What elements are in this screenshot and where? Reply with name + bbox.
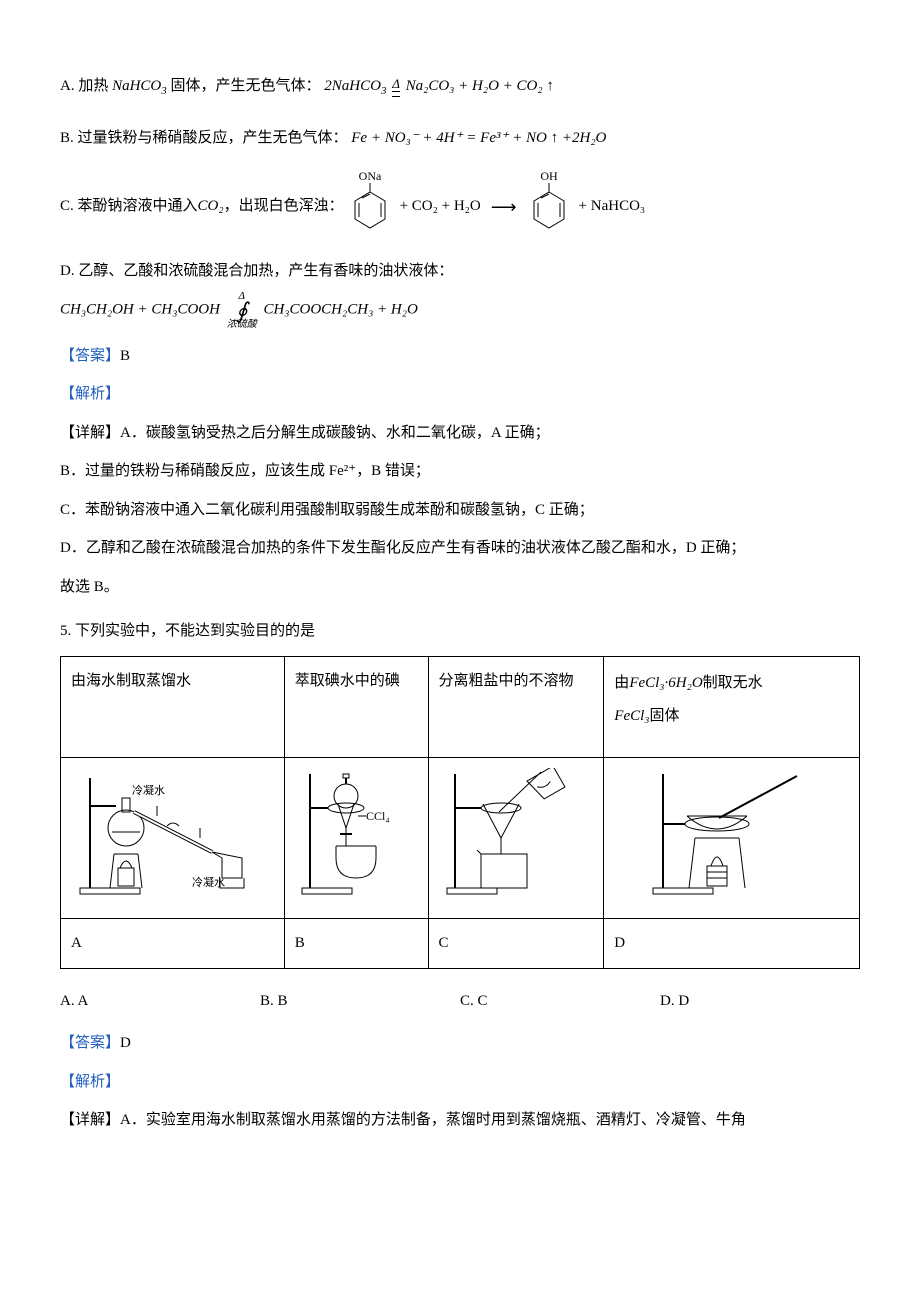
- header-cell-2: 萃取碘水中的碘: [284, 656, 428, 757]
- option-b-eq: Fe + NO₃⁻ + 4H⁺ = Fe³⁺ + NO ↑ +2H₂O: [351, 130, 606, 146]
- option-a-reagent: NaHCO3: [112, 78, 167, 94]
- table-image-row: 冷凝水 冷凝水 CCl₄: [61, 757, 860, 919]
- option-5-c: C. C: [460, 987, 660, 1016]
- filtration-icon: [441, 768, 591, 898]
- answer-value-2: D: [120, 1035, 131, 1051]
- answer-block-2: 【答案】D: [60, 1029, 860, 1058]
- evaporation-icon: [647, 768, 817, 898]
- option-a: A. 加热 NaHCO3 固体，产生无色气体： 2NaHCO3 Δ Na₂CO₃…: [60, 72, 860, 102]
- apparatus-distillation: 冷凝水 冷凝水: [61, 757, 285, 919]
- distillation-icon: 冷凝水 冷凝水: [72, 768, 272, 898]
- detail-1-b: B．过量的铁粉与稀硝酸反应，应该生成 Fe²⁺，B 错误；: [60, 457, 860, 486]
- apparatus-evaporation: [604, 757, 860, 919]
- svg-text:冷凝水: 冷凝水: [132, 783, 165, 797]
- detail-1-d: D．乙醇和乙酸在浓硫酸混合加热的条件下发生酯化反应产生有香味的油状液体乙酸乙酯和…: [60, 534, 860, 563]
- apparatus-extraction: CCl₄: [284, 757, 428, 919]
- detail-1-a: 【详解】A．碳酸氢钠受热之后分解生成碳酸钠、水和二氧化碳，A 正确；: [60, 419, 860, 448]
- arrow-icon: ⟶: [491, 190, 517, 224]
- label-cell-a: A: [61, 919, 285, 969]
- option-c-co2: CO₂: [198, 192, 224, 221]
- answer-label: 【答案】: [60, 348, 120, 364]
- table-label-row: A B C D: [61, 919, 860, 969]
- option-c-text2: ，出现白色浑浊：: [224, 192, 344, 221]
- option-c-rx-right: + NaHCO₃: [579, 192, 646, 221]
- option-5-a: A. A: [60, 987, 260, 1016]
- table-header-row: 由海水制取蒸馏水 萃取碘水中的碘 分离粗盐中的不溶物 由FeCl₃·6H₂O制取…: [61, 656, 860, 757]
- header-cell-3: 分离粗盐中的不溶物: [428, 656, 604, 757]
- option-5-d: D. D: [660, 987, 860, 1016]
- label-cell-c: C: [428, 919, 604, 969]
- header-cell-4: 由FeCl₃·6H₂O制取无水 FeCl₃固体: [604, 656, 860, 757]
- detail-1-c: C．苯酚钠溶液中通入二氧化碳利用强酸制取弱酸生成苯酚和碳酸氢钠，C 正确；: [60, 496, 860, 525]
- benzene-ona-icon: ONa: [348, 170, 392, 243]
- option-a-prefix: A. 加热: [60, 78, 108, 94]
- option-d: D. 乙醇、乙酸和浓硫酸混合加热，产生有香味的油状液体： CH₃CH₂OH + …: [60, 257, 860, 330]
- option-d-line1: D. 乙醇、乙酸和浓硫酸混合加热，产生有香味的油状液体：: [60, 257, 860, 286]
- option-c-text: C. 苯酚钠溶液中通入: [60, 192, 198, 221]
- options-row-5: A. A B. B C. C D. D: [60, 987, 860, 1016]
- benzene-oh-icon: OH: [527, 170, 571, 243]
- label-cell-b: B: [284, 919, 428, 969]
- option-a-eq: 2NaHCO3 Δ Na₂CO₃ + H₂O + CO₂ ↑: [324, 78, 554, 94]
- option-b-text: B. 过量铁粉与稀硝酸反应，产生无色气体：: [60, 130, 348, 146]
- extraction-icon: CCl₄: [296, 768, 416, 898]
- option-c-rx-mid: + CO₂ + H₂O: [400, 192, 481, 221]
- svg-text:冷凝水: 冷凝水: [192, 875, 225, 889]
- analysis-label-1: 【解析】: [60, 380, 860, 409]
- option-a-mid: 固体，产生无色气体：: [171, 78, 321, 94]
- experiment-table: 由海水制取蒸馏水 萃取碘水中的碘 分离粗盐中的不溶物 由FeCl₃·6H₂O制取…: [60, 656, 860, 969]
- label-cell-d: D: [604, 919, 860, 969]
- question-5: 5. 下列实验中，不能达到实验目的的是: [60, 617, 860, 646]
- detail-1-final: 故选 B。: [60, 573, 860, 602]
- svg-text:CCl₄: CCl₄: [366, 809, 390, 823]
- option-d-eq: CH₃CH₂OH + CH₃COOH Δ ∮ 浓硫酸 CH₃COOCH₂CH₃ …: [60, 291, 860, 330]
- detail-2: 【详解】A．实验室用海水制取蒸馏水用蒸馏的方法制备，蒸馏时用到蒸馏烧瓶、酒精灯、…: [60, 1106, 860, 1135]
- answer-label-2: 【答案】: [60, 1035, 120, 1051]
- apparatus-filtration: [428, 757, 604, 919]
- option-c: C. 苯酚钠溶液中通入 CO₂ ，出现白色浑浊： ONa + CO₂ + H₂O…: [60, 170, 860, 243]
- answer-value: B: [120, 348, 130, 364]
- option-b: B. 过量铁粉与稀硝酸反应，产生无色气体： Fe + NO₃⁻ + 4H⁺ = …: [60, 124, 860, 153]
- option-5-b: B. B: [260, 987, 460, 1016]
- header-cell-1: 由海水制取蒸馏水: [61, 656, 285, 757]
- delta-over-equals: Δ: [392, 77, 400, 97]
- answer-block-1: 【答案】B: [60, 342, 860, 371]
- reaction-condition-icon: Δ ∮ 浓硫酸: [227, 291, 257, 330]
- oh-label: OH: [540, 170, 558, 183]
- ona-label: ONa: [358, 170, 381, 183]
- analysis-label-2: 【解析】: [60, 1068, 860, 1097]
